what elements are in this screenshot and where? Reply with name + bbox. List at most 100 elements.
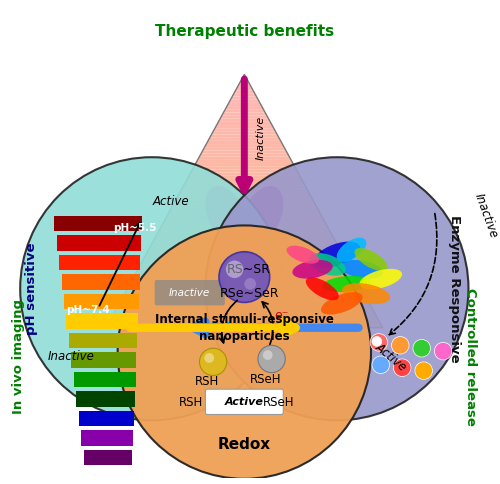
Polygon shape: [206, 141, 282, 144]
Bar: [66, 313, 138, 329]
Polygon shape: [203, 147, 286, 151]
Polygon shape: [144, 255, 344, 258]
Text: RSH: RSH: [178, 396, 203, 409]
Bar: [62, 274, 140, 290]
Polygon shape: [186, 179, 303, 182]
Text: Therapeutic benefits: Therapeutic benefits: [155, 24, 334, 39]
Polygon shape: [111, 315, 378, 318]
Text: Inactive: Inactive: [472, 192, 500, 240]
Polygon shape: [229, 100, 260, 103]
Bar: [72, 352, 136, 368]
Ellipse shape: [321, 292, 362, 315]
Circle shape: [244, 278, 256, 290]
Text: Inactive: Inactive: [169, 287, 210, 298]
Polygon shape: [190, 169, 298, 173]
Bar: [84, 450, 132, 465]
Polygon shape: [180, 188, 308, 192]
Polygon shape: [120, 299, 369, 302]
Text: Controlled release: Controlled release: [464, 288, 477, 426]
Circle shape: [20, 157, 283, 420]
Polygon shape: [204, 144, 284, 147]
Ellipse shape: [206, 186, 248, 245]
Text: Redox: Redox: [218, 437, 271, 452]
Polygon shape: [160, 227, 329, 229]
Text: Active: Active: [153, 195, 190, 208]
Polygon shape: [113, 312, 376, 315]
Polygon shape: [242, 75, 246, 77]
Polygon shape: [165, 217, 324, 220]
Polygon shape: [208, 138, 281, 141]
Circle shape: [392, 336, 409, 354]
Bar: [78, 410, 134, 426]
Polygon shape: [126, 287, 362, 290]
FancyBboxPatch shape: [206, 389, 284, 414]
Ellipse shape: [240, 186, 284, 245]
Circle shape: [206, 157, 468, 420]
Ellipse shape: [342, 283, 390, 304]
Polygon shape: [189, 173, 300, 176]
Ellipse shape: [340, 260, 383, 279]
Polygon shape: [178, 192, 310, 195]
Polygon shape: [149, 245, 340, 249]
Bar: [64, 294, 139, 309]
Ellipse shape: [322, 276, 371, 292]
Polygon shape: [241, 77, 248, 81]
Polygon shape: [125, 290, 364, 293]
Polygon shape: [130, 280, 358, 284]
Circle shape: [200, 348, 227, 376]
Bar: [74, 372, 136, 387]
Polygon shape: [168, 211, 320, 214]
Text: Internal stimuli-responsive
nanoparticles: Internal stimuli-responsive nanoparticle…: [155, 313, 334, 343]
Text: RSe∼SeR: RSe∼SeR: [220, 287, 279, 300]
Polygon shape: [212, 131, 277, 135]
Polygon shape: [162, 223, 328, 227]
Polygon shape: [187, 176, 302, 179]
Polygon shape: [201, 151, 288, 153]
Polygon shape: [236, 87, 253, 90]
Polygon shape: [134, 274, 355, 277]
Polygon shape: [182, 185, 306, 188]
Circle shape: [258, 345, 285, 373]
Circle shape: [394, 359, 411, 377]
Polygon shape: [174, 201, 316, 204]
Polygon shape: [118, 302, 370, 305]
Polygon shape: [142, 258, 346, 261]
Polygon shape: [226, 106, 264, 109]
Ellipse shape: [292, 260, 333, 279]
Text: Active: Active: [372, 340, 408, 374]
Ellipse shape: [221, 243, 244, 286]
Polygon shape: [227, 103, 262, 106]
Polygon shape: [239, 81, 250, 84]
Ellipse shape: [360, 269, 402, 289]
Circle shape: [413, 339, 430, 357]
Circle shape: [498, 192, 500, 210]
Text: RS∼SR: RS∼SR: [227, 263, 271, 276]
Polygon shape: [151, 242, 338, 245]
Polygon shape: [122, 296, 367, 299]
Text: Inactive: Inactive: [256, 116, 266, 160]
Polygon shape: [163, 220, 326, 223]
Polygon shape: [139, 264, 350, 268]
Polygon shape: [224, 109, 265, 112]
Polygon shape: [166, 214, 322, 217]
Polygon shape: [114, 309, 374, 312]
Polygon shape: [198, 157, 291, 160]
Polygon shape: [230, 96, 258, 100]
Polygon shape: [108, 321, 381, 325]
FancyBboxPatch shape: [154, 280, 225, 305]
Polygon shape: [194, 163, 294, 166]
Polygon shape: [110, 318, 380, 321]
Polygon shape: [238, 84, 252, 87]
Circle shape: [372, 336, 382, 346]
Polygon shape: [192, 166, 296, 169]
Text: Enzyme Responsive: Enzyme Responsive: [448, 215, 462, 363]
Polygon shape: [213, 128, 276, 131]
Polygon shape: [216, 122, 272, 125]
Text: e⁻: e⁻: [274, 309, 288, 321]
Polygon shape: [128, 284, 360, 287]
Circle shape: [118, 226, 371, 479]
Text: RSeH: RSeH: [250, 373, 282, 386]
Ellipse shape: [308, 253, 346, 276]
Bar: [76, 391, 134, 407]
Polygon shape: [184, 182, 305, 185]
